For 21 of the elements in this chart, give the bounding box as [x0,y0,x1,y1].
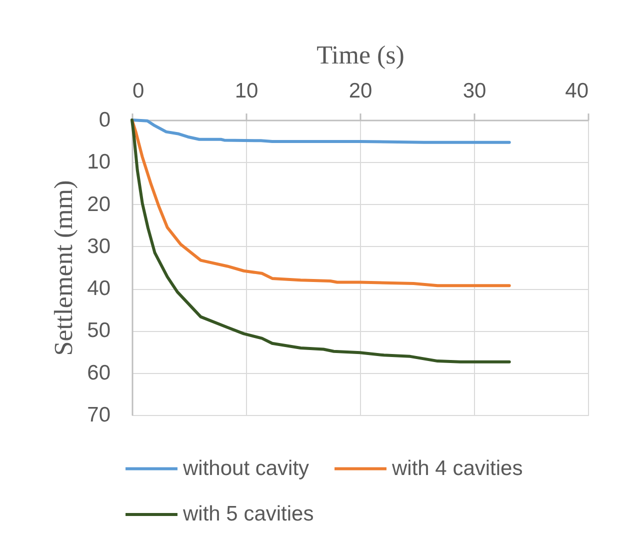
line-series [130,118,511,144]
legend-label: with 4 cavities [391,456,523,480]
x-tick-label: 40 [565,80,588,102]
line-series [130,118,511,364]
y-tick-label: 20 [87,192,110,216]
y-tick-label: 30 [87,234,110,258]
y-axis-title: Settlement (mm) [49,180,78,356]
y-tick-label: 10 [87,150,110,174]
x-tick-label: 30 [462,80,486,102]
y-tick-label: 70 [87,404,110,426]
line-series [130,118,511,288]
y-tick-label: 0 [98,108,110,132]
legend-label: with 5 cavities [182,502,314,526]
x-tick-label: 20 [348,80,372,102]
legend-label: without cavity [182,456,310,480]
x-tick-label: 0 [132,80,144,102]
x-axis-title: Time (s) [316,40,404,70]
y-tick-label: 40 [87,277,110,300]
y-tick-label: 50 [87,319,110,342]
x-tick-label: 10 [234,80,258,102]
y-tick-label: 60 [87,361,110,384]
